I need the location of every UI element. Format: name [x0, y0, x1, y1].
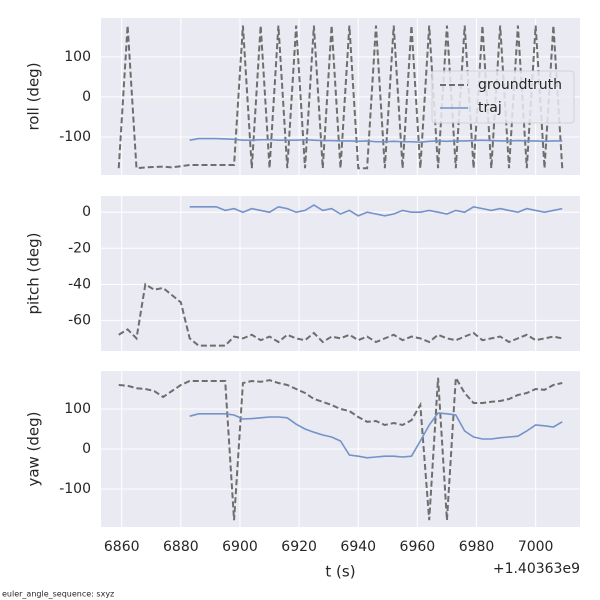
x-offset-label: +1.40363e9	[493, 561, 580, 577]
x-tick-label: 6880	[163, 539, 199, 555]
y-axis-label: roll (deg)	[25, 62, 43, 130]
x-tick-label: 6900	[222, 539, 258, 555]
y-tick-label: 0	[82, 89, 91, 105]
legend-label: traj	[478, 100, 502, 116]
legend-label: groundtruth	[478, 77, 562, 93]
x-tick-label: 6980	[459, 539, 495, 555]
x-tick-label: 6860	[104, 539, 140, 555]
y-tick-label: -40	[68, 276, 91, 292]
x-tick-label: 6960	[400, 539, 436, 555]
y-tick-label: -100	[59, 129, 91, 145]
y-tick-label: 100	[64, 401, 91, 417]
x-tick-label: 6940	[340, 539, 376, 555]
y-tick-label: 0	[82, 204, 91, 220]
footer: euler_angle_sequence: sxyz	[2, 590, 114, 599]
series-line	[189, 137, 563, 143]
y-tick-label: -60	[68, 312, 91, 328]
x-tick-label: 7000	[518, 539, 554, 555]
y-tick-label: -20	[68, 240, 91, 256]
y-axis-label: pitch (deg)	[25, 232, 43, 314]
x-tick-label: 6920	[281, 539, 317, 555]
x-axis-label: t (s)	[325, 563, 355, 581]
series-line	[189, 204, 563, 217]
y-tick-label: -100	[59, 481, 91, 497]
y-axis-label: yaw (deg)	[25, 411, 43, 486]
series-line	[189, 412, 563, 459]
y-tick-label: 0	[82, 441, 91, 457]
y-tick-label: 100	[64, 49, 91, 65]
plot-area	[101, 196, 580, 351]
